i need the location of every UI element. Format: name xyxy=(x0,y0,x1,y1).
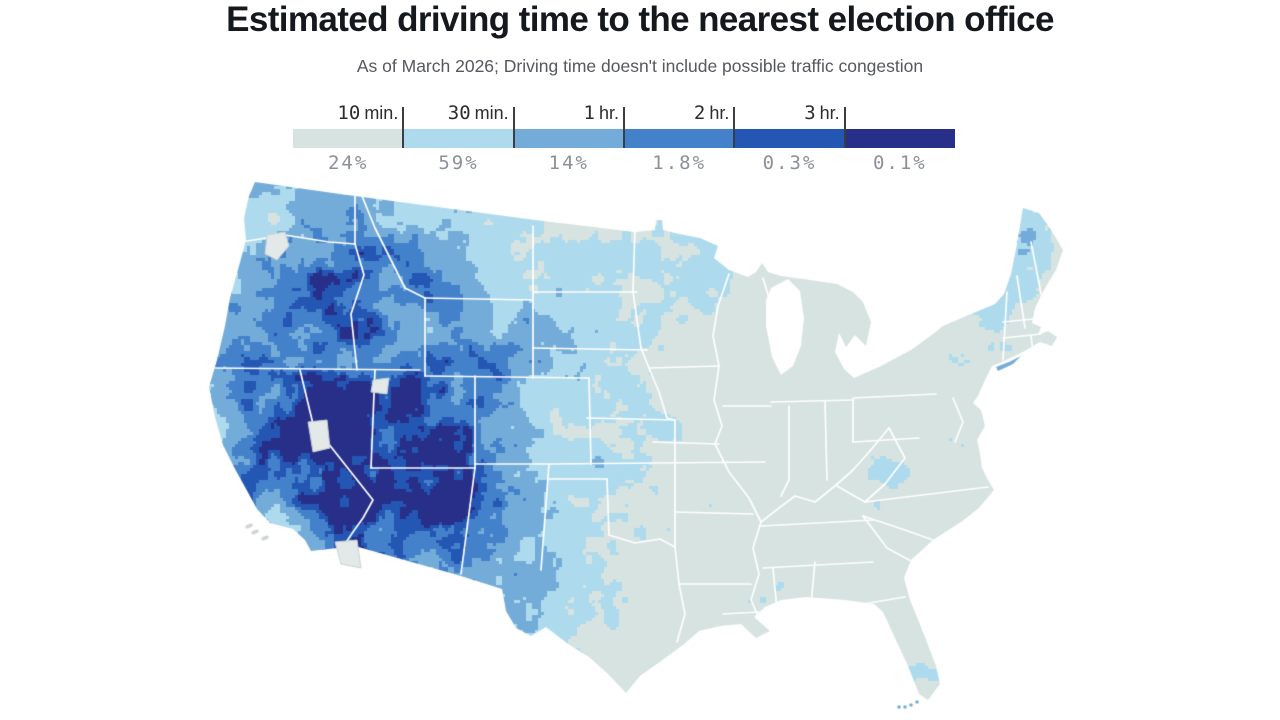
legend-tick-label: 30 min. xyxy=(448,102,514,124)
legend-tick xyxy=(733,107,736,148)
legend-tick-label: 1 hr. xyxy=(584,102,624,124)
us-driving-time-map xyxy=(205,180,1075,715)
tick-label-unit: hr. xyxy=(709,103,730,123)
legend-segment-3 xyxy=(513,129,624,148)
legend-percent-label: 59% xyxy=(438,152,479,174)
tick-label-number: 2 xyxy=(693,102,706,124)
legend-segment-4 xyxy=(623,129,735,148)
chart-title: Estimated driving time to the nearest el… xyxy=(226,0,1054,39)
legend-tick-label: 10 min. xyxy=(337,102,403,124)
tick-label-number: 3 xyxy=(804,102,816,124)
legend-percent-label: 0.1% xyxy=(872,152,927,174)
legend-tick xyxy=(843,107,846,148)
legend-tick xyxy=(402,107,405,148)
chart-subtitle: As of March 2026; Driving time doesn't i… xyxy=(356,56,924,76)
legend-segment-1 xyxy=(293,129,404,148)
tick-label-unit: min. xyxy=(474,103,509,123)
legend-percent-label: 24% xyxy=(327,152,369,174)
legend-tick-label: 3 hr. xyxy=(804,102,844,124)
legend-segment-5 xyxy=(734,129,845,148)
tick-label-number: 30 xyxy=(447,102,471,124)
tick-label-number: 1 xyxy=(583,102,595,124)
legend-color-bar xyxy=(293,129,955,148)
legend-tick xyxy=(623,107,625,148)
tick-label-number: 10 xyxy=(337,102,361,124)
legend-segment-2 xyxy=(403,129,514,148)
legend: 24% 59% 14% 1.8% 0.3% 0.1% 10 min. 30 min. 1 hr. 2 hr… xyxy=(293,94,955,174)
legend-percent-label: 1.8% xyxy=(652,152,707,174)
legend-percent-label: 14% xyxy=(548,152,589,174)
tick-label-unit: hr. xyxy=(819,103,840,123)
legend-tick-label: 2 hr. xyxy=(694,102,734,124)
legend-percent-label: 0.3% xyxy=(762,152,817,174)
tick-label-unit: hr. xyxy=(598,103,619,123)
legend-segment-6 xyxy=(844,129,955,148)
tick-label-unit: min. xyxy=(364,103,399,123)
legend-tick xyxy=(512,107,515,148)
